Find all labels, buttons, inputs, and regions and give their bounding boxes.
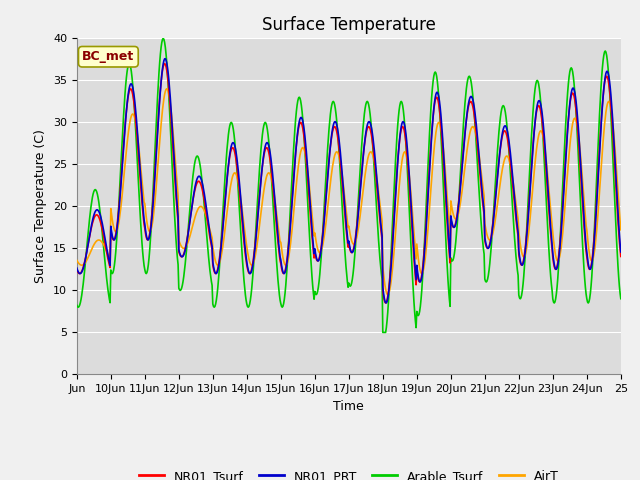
Arable_Tsurf (617, 296, 625, 301)
AirT (517, 245, 525, 251)
Arable_Tsurf (193, 153, 201, 159)
NR01_PRT (465, 97, 473, 103)
Arable_Tsurf (517, 295, 525, 301)
NR01_PRT (161, 56, 169, 61)
Arable_Tsurf (465, 73, 473, 79)
AirT (81, 260, 89, 265)
Line: NR01_PRT: NR01_PRT (77, 59, 621, 303)
NR01_PRT (517, 261, 525, 266)
Arable_Tsurf (147, 225, 155, 230)
Title: Surface Temperature: Surface Temperature (262, 16, 436, 34)
NR01_PRT (73, 265, 81, 271)
NR01_PRT (533, 102, 541, 108)
NR01_Tsurf (533, 106, 541, 111)
NR01_Tsurf (161, 61, 168, 67)
NR01_Tsurf (147, 219, 155, 225)
NR01_Tsurf (517, 262, 525, 267)
Arable_Tsurf (73, 302, 81, 308)
Legend: NR01_Tsurf, NR01_PRT, Arable_Tsurf, AirT: NR01_Tsurf, NR01_PRT, Arable_Tsurf, AirT (134, 465, 564, 480)
NR01_PRT (81, 257, 89, 263)
Arable_Tsurf (533, 77, 541, 84)
NR01_PRT (147, 223, 155, 228)
NR01_Tsurf (382, 300, 390, 306)
AirT (73, 257, 81, 263)
AirT (147, 226, 155, 232)
AirT (465, 133, 473, 139)
AirT (384, 292, 392, 298)
Text: BC_met: BC_met (82, 50, 134, 63)
NR01_PRT (383, 300, 390, 306)
X-axis label: Time: Time (333, 400, 364, 413)
NR01_Tsurf (465, 101, 473, 107)
NR01_PRT (193, 176, 201, 181)
Line: Arable_Tsurf: Arable_Tsurf (77, 38, 621, 332)
Arable_Tsurf (81, 261, 89, 266)
NR01_Tsurf (81, 256, 89, 262)
AirT (533, 141, 541, 147)
NR01_Tsurf (617, 253, 625, 259)
Line: NR01_Tsurf: NR01_Tsurf (77, 64, 621, 303)
NR01_PRT (617, 249, 625, 255)
AirT (163, 86, 171, 92)
NR01_Tsurf (193, 180, 201, 185)
Arable_Tsurf (159, 36, 167, 41)
NR01_Tsurf (73, 267, 81, 273)
Arable_Tsurf (379, 329, 387, 335)
AirT (193, 208, 201, 214)
Line: AirT: AirT (77, 89, 621, 295)
AirT (617, 227, 625, 233)
Y-axis label: Surface Temperature (C): Surface Temperature (C) (35, 130, 47, 283)
